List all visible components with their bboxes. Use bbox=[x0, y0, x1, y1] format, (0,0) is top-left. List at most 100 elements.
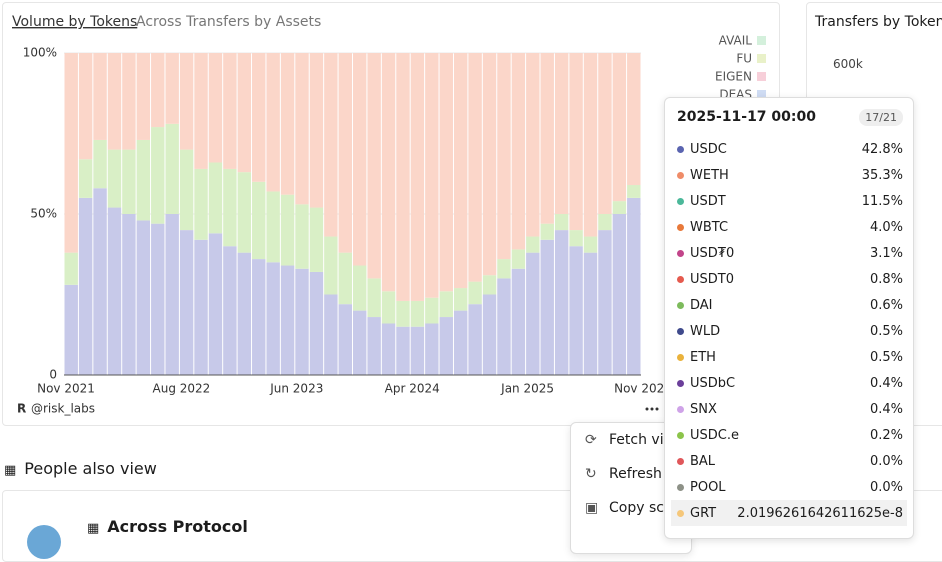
legend-swatch bbox=[757, 36, 766, 45]
bar-segment bbox=[338, 304, 352, 375]
bar-segment bbox=[309, 271, 324, 375]
legend-swatch bbox=[757, 54, 766, 63]
tooltip-dot bbox=[677, 483, 684, 491]
tooltip-dot bbox=[677, 405, 684, 413]
tooltip-name: SNX bbox=[690, 401, 717, 417]
bar-segment bbox=[136, 139, 151, 221]
bar-segment bbox=[540, 53, 554, 224]
bar-segment bbox=[223, 168, 237, 247]
menu-item[interactable]: ↻ Refresh bbox=[571, 457, 691, 491]
legend-label: EIGEN bbox=[715, 70, 752, 84]
tooltip-row: WLD 0.5% bbox=[665, 318, 913, 344]
menu-item[interactable]: ▣ Copy scr bbox=[571, 491, 691, 525]
tooltip-name: WLD bbox=[690, 323, 721, 339]
tooltip-row: DAI 0.6% bbox=[665, 292, 913, 318]
bar-segment bbox=[482, 53, 497, 276]
bar-segment bbox=[107, 53, 122, 150]
tooltip-value: 0.5% bbox=[869, 323, 903, 339]
bar-segment bbox=[194, 239, 208, 375]
menu-label: Fetch via bbox=[609, 432, 673, 448]
tooltip-row: SNX 0.4% bbox=[665, 396, 913, 422]
bar-segment bbox=[223, 53, 237, 169]
tooltip-dot bbox=[677, 301, 684, 309]
menu-icon: ▣ bbox=[585, 500, 599, 516]
tooltip-name: WETH bbox=[690, 167, 729, 183]
section-title-text: People also view bbox=[24, 459, 157, 478]
bar-segment bbox=[526, 252, 540, 375]
bar-segment bbox=[179, 53, 194, 150]
x-tick-label: Nov 2025 bbox=[614, 382, 672, 396]
bar-segment bbox=[468, 53, 482, 282]
y-tick-label: 0 bbox=[49, 368, 57, 382]
tooltip-dot bbox=[677, 223, 684, 231]
x-tick-label: Apr 2024 bbox=[385, 382, 440, 396]
bar-segment bbox=[78, 197, 93, 375]
menu-item[interactable]: ⟳ Fetch via bbox=[571, 423, 691, 457]
bar-segment bbox=[266, 191, 280, 263]
tooltip-row: ETH 0.5% bbox=[665, 344, 913, 370]
tooltip-value: 0.8% bbox=[869, 271, 903, 287]
tooltip-name: POOL bbox=[690, 479, 726, 495]
tooltip: 2025-11-17 00:00 17/21 USDC 42.8% WETH 35.3… bbox=[664, 97, 914, 539]
tooltip-row: POOL 0.0% bbox=[665, 474, 913, 500]
bar-segment bbox=[425, 53, 439, 298]
tab[interactable]: Across Transfers by Assets bbox=[136, 14, 321, 30]
bar-segment bbox=[482, 294, 497, 375]
bar-segment bbox=[497, 278, 511, 375]
bar-segment bbox=[627, 53, 641, 186]
bar-segment bbox=[107, 207, 122, 375]
tooltip-value: 0.5% bbox=[869, 349, 903, 365]
more-icon[interactable] bbox=[645, 407, 659, 411]
x-tick-label: Jun 2023 bbox=[269, 382, 323, 396]
tooltip-dot bbox=[677, 197, 684, 205]
tab-active[interactable]: Volume by Tokens bbox=[12, 14, 137, 30]
tooltip-value: 0.4% bbox=[869, 375, 903, 391]
bar-segment bbox=[64, 53, 78, 253]
tooltip-value: 3.1% bbox=[869, 245, 903, 261]
bar-segment bbox=[511, 53, 526, 250]
bar-segment bbox=[179, 149, 194, 231]
bar-segment bbox=[295, 268, 309, 375]
y-tick-label: 50% bbox=[30, 207, 57, 221]
bar-segment bbox=[367, 53, 381, 279]
bar-segment bbox=[237, 53, 252, 173]
tooltip-dot bbox=[677, 457, 684, 465]
bar-segment bbox=[554, 214, 569, 231]
bar-segment bbox=[122, 149, 136, 214]
bar-segment bbox=[353, 265, 367, 311]
bar-segment bbox=[410, 53, 425, 301]
tooltip-dot bbox=[677, 327, 684, 335]
bar-segment bbox=[208, 162, 223, 234]
legend-swatch bbox=[757, 90, 766, 99]
bar-segment bbox=[295, 53, 309, 205]
bar-segment bbox=[136, 220, 151, 375]
bar-segment bbox=[583, 252, 598, 375]
bar-segment bbox=[540, 223, 554, 240]
bar-segment bbox=[612, 53, 627, 202]
bar-segment bbox=[252, 53, 266, 182]
bar-segment bbox=[324, 294, 338, 375]
bar-segment bbox=[453, 310, 468, 375]
bar-segment bbox=[627, 197, 641, 375]
bar-segment bbox=[280, 265, 295, 375]
bar-segment bbox=[598, 230, 612, 375]
bar-segment bbox=[93, 139, 107, 189]
bar-segment bbox=[237, 172, 252, 253]
bar-segment bbox=[569, 246, 583, 375]
bar-segment bbox=[381, 53, 396, 292]
bar-segment bbox=[93, 188, 107, 375]
bar-segment bbox=[107, 149, 122, 208]
bar-segment bbox=[468, 281, 482, 305]
bar-segment bbox=[78, 53, 93, 160]
tooltip-dot bbox=[677, 509, 684, 517]
bar-segment bbox=[453, 53, 468, 289]
bar-segment bbox=[64, 252, 78, 285]
bar-segment bbox=[482, 275, 497, 295]
tooltip-dot bbox=[677, 379, 684, 387]
bar-segment bbox=[439, 291, 453, 318]
bar-segment bbox=[627, 185, 641, 198]
bar-segment bbox=[396, 326, 410, 375]
bar-segment bbox=[381, 323, 396, 375]
bar-segment bbox=[252, 181, 266, 260]
bar-segment bbox=[540, 239, 554, 375]
